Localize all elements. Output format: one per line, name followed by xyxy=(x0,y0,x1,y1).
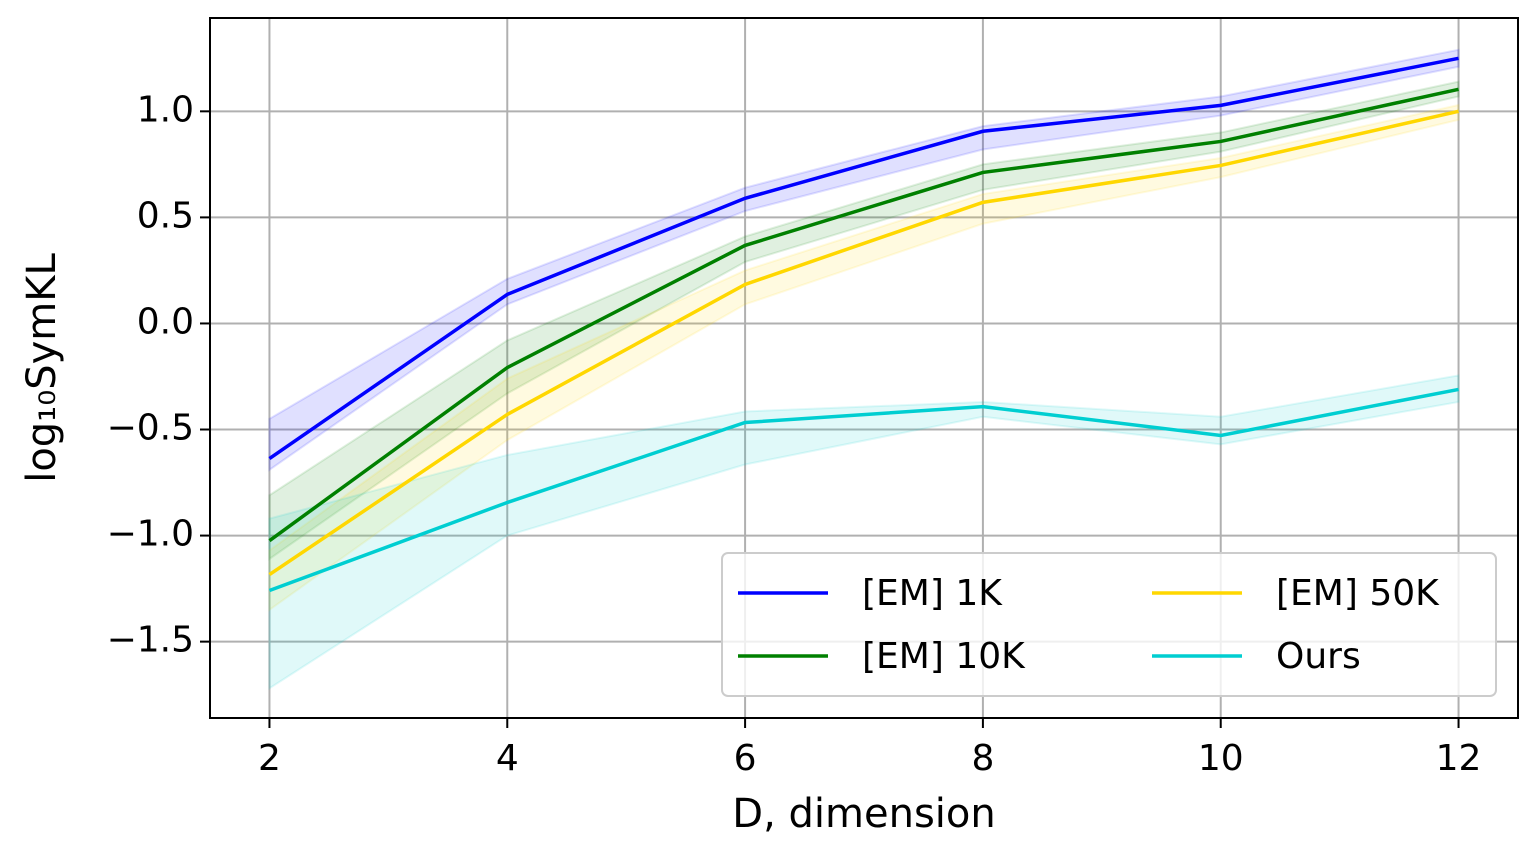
x-axis-label: D, dimension xyxy=(732,791,995,837)
line xyxy=(268,56,1459,461)
y-tick-label: 0.0 xyxy=(137,301,194,342)
error-band xyxy=(268,103,1460,612)
x-tick-label: 6 xyxy=(734,738,757,779)
legend-label: [EM] 10K xyxy=(862,636,1026,677)
x-tick-label: 4 xyxy=(496,738,519,779)
legend: [EM] 1K [EM] 10K [EM] 50K Ours xyxy=(721,552,1497,697)
y-axis-label: log₁₀SymKL xyxy=(19,252,65,482)
y-tick-label: −0.5 xyxy=(107,408,194,449)
y-tick-label: −1.0 xyxy=(107,514,194,555)
x-tick-label: 2 xyxy=(258,738,281,779)
line xyxy=(268,87,1459,543)
error-band xyxy=(268,48,1460,472)
legend-label: [EM] 50K xyxy=(1276,573,1440,614)
line xyxy=(268,387,1459,593)
legend-frame xyxy=(721,552,1497,697)
line xyxy=(268,109,1459,577)
y-tick-label: 1.0 xyxy=(137,89,194,130)
y-tick-label: 0.5 xyxy=(137,195,194,236)
error-band xyxy=(268,374,1460,691)
x-tick-label: 10 xyxy=(1198,738,1244,779)
x-tick-label: 12 xyxy=(1436,738,1482,779)
plot-frame xyxy=(209,17,1519,719)
legend-label: Ours xyxy=(1276,636,1361,677)
y-tick-label: −1.5 xyxy=(107,620,194,661)
error-band xyxy=(268,80,1460,561)
legend-label: [EM] 1K xyxy=(862,573,1003,614)
x-tick-label: 8 xyxy=(971,738,994,779)
